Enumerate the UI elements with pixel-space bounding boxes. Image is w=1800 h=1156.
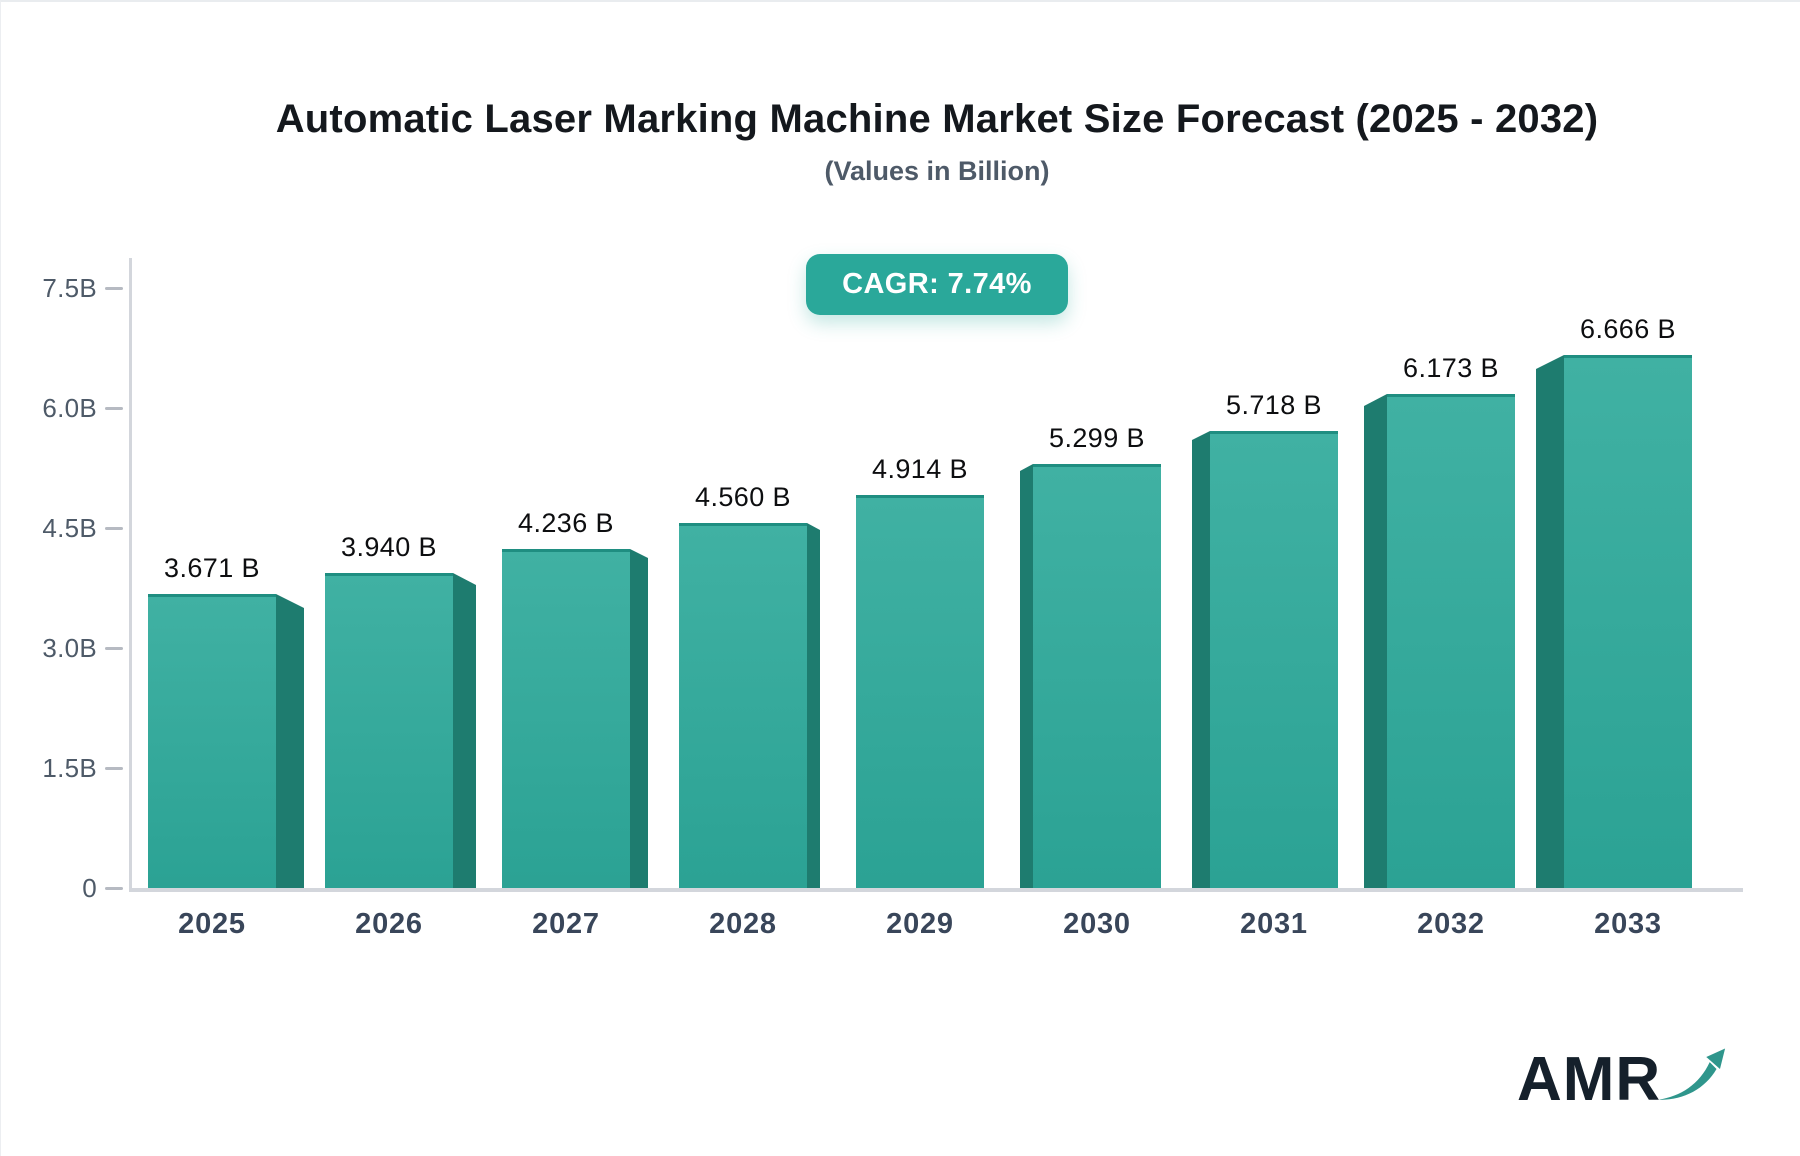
y-axis-tick-mark [105,287,123,290]
y-axis-tick-label: 1.5B [42,753,97,783]
y-axis-tick-label: 0 [82,873,97,903]
bar-3d-side [276,594,304,888]
x-axis-label: 2029 [886,908,954,940]
bar-2028 [679,523,807,888]
x-axis-label: 2031 [1240,908,1308,940]
x-axis-label: 2032 [1417,908,1485,940]
bar-2026 [325,573,453,888]
growth-arrow-icon [1658,1048,1726,1100]
bar-2025 [148,594,276,888]
bar-2027 [502,549,630,888]
y-axis-line [129,258,132,890]
bar-value-label: 5.299 B [1049,423,1145,453]
bar-2031 [1210,431,1338,888]
bar-3d-side [1364,394,1387,888]
y-axis-tick-mark [105,527,123,530]
x-axis-label: 2026 [355,908,423,940]
cagr-badge-wrap: CAGR: 7.74% [131,254,1743,315]
bar-2032 [1387,394,1515,888]
cagr-badge: CAGR: 7.74% [806,254,1068,315]
amr-logo: AMR [1517,1040,1727,1120]
y-axis-tick-label: 3.0B [42,633,97,663]
bar-value-label: 3.940 B [341,532,437,562]
x-axis-line [129,888,1743,892]
bar-3d-side [807,523,820,888]
bar-value-label: 5.718 B [1226,390,1322,420]
x-axis-label: 2025 [178,908,246,940]
bar-2030 [1033,464,1161,888]
bar-2029 [856,495,984,888]
x-axis-label: 2028 [709,908,777,940]
y-axis-tick-mark [105,647,123,650]
bar-value-label: 3.671 B [164,553,260,583]
y-axis-tick-mark [105,887,123,890]
x-axis-label: 2030 [1063,908,1131,940]
bar-value-label: 6.666 B [1580,314,1676,344]
x-axis-label: 2033 [1594,908,1662,940]
chart-subtitle: (Values in Billion) [824,156,1050,186]
bar-value-label: 4.914 B [872,454,968,484]
y-axis-tick-label: 6.0B [42,393,97,423]
y-axis-tick-mark [105,767,123,770]
amr-logo-text: AMR [1517,1045,1662,1114]
y-axis-tick-mark [105,407,123,410]
bar-3d-side [630,549,648,888]
bar-2033 [1564,355,1692,888]
y-axis-tick-label: 4.5B [42,513,97,543]
bar-3d-side [453,573,476,888]
bar-3d-side [1020,464,1033,888]
bar-value-label: 4.560 B [695,482,791,512]
x-axis-label: 2027 [532,908,600,940]
bar-value-label: 4.236 B [518,508,614,538]
y-axis-tick-label: 7.5B [42,273,97,303]
bar-value-label: 6.173 B [1403,353,1499,383]
title-block: Automatic Laser Marking Machine Market S… [131,96,1743,187]
bar-3d-side [1536,355,1564,888]
bar-3d-side [1192,431,1210,888]
chart-title: Automatic Laser Marking Machine Market S… [275,97,1599,141]
